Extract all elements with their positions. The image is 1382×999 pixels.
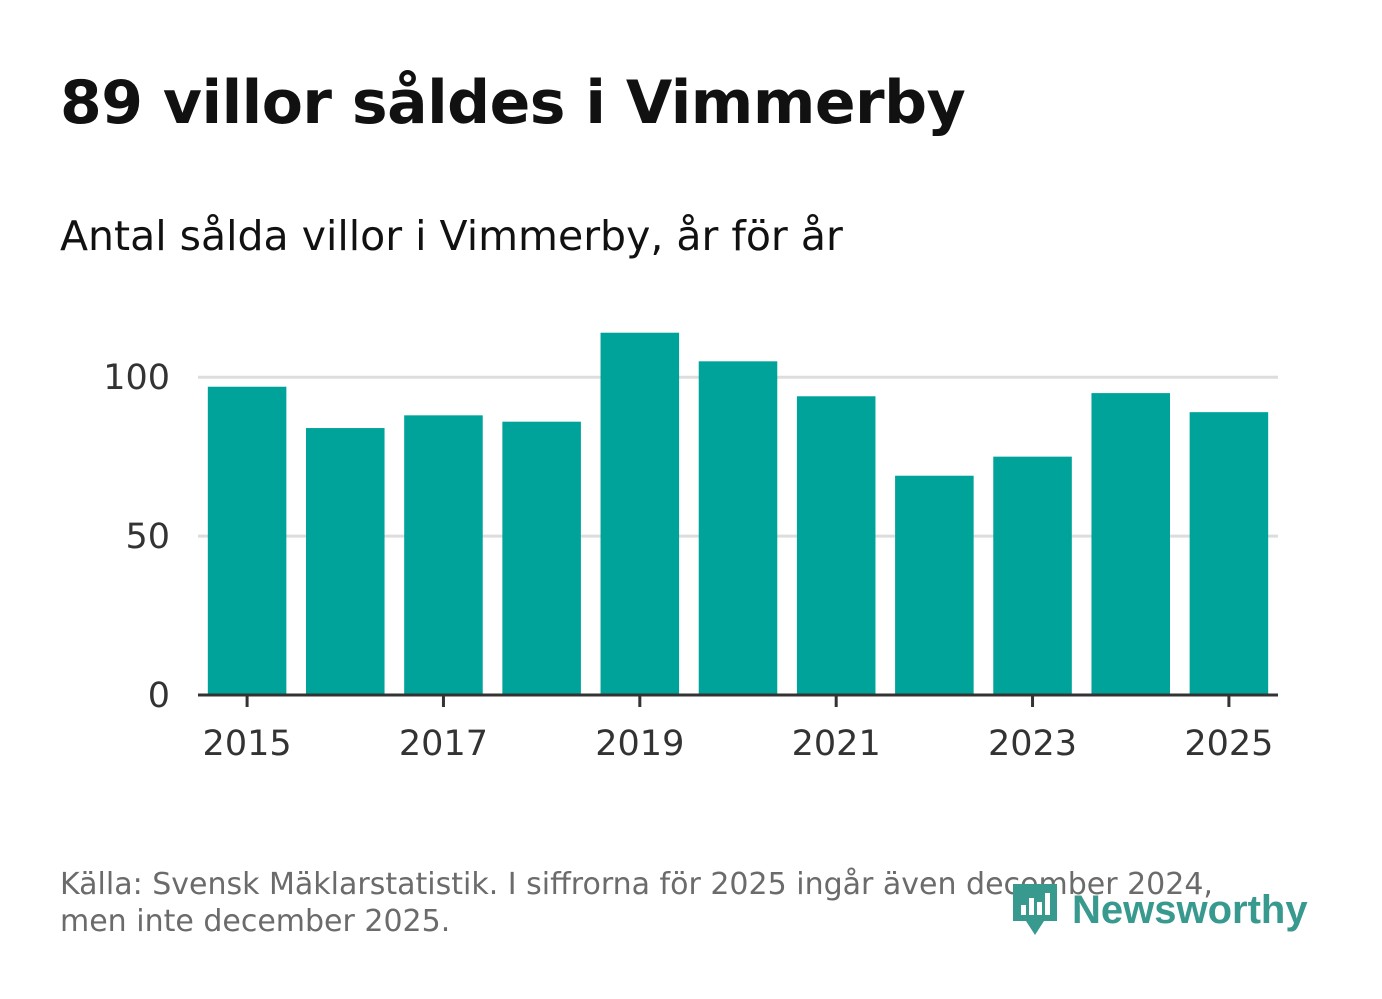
bar-2022 xyxy=(895,475,974,695)
x-tick-label: 2021 xyxy=(792,724,881,764)
bar-2020 xyxy=(698,361,778,695)
x-tick-label: 2023 xyxy=(988,724,1077,764)
bar-2023 xyxy=(993,456,1072,695)
y-tick-label: 50 xyxy=(125,517,170,557)
bar-2025 xyxy=(1189,412,1269,695)
x-tick-label: 2015 xyxy=(203,724,292,764)
bar-2015 xyxy=(207,386,287,695)
x-tick-label: 2019 xyxy=(595,724,684,764)
chart-subtitle: Antal sålda villor i Vimmerby, år för år xyxy=(60,212,843,260)
bar-2021 xyxy=(796,396,876,695)
chart-title: 89 villor såldes i Vimmerby xyxy=(60,68,966,138)
brand-name: Newsworthy xyxy=(1072,887,1308,932)
newsworthy-logo-icon xyxy=(1013,884,1057,935)
bar-2019 xyxy=(600,332,680,695)
x-axis-ticks: 2015 2017 2019 2021 2023 2025 xyxy=(203,695,1273,764)
source-line-2: men inte december 2025. xyxy=(60,904,451,939)
x-tick-label: 2025 xyxy=(1184,724,1273,764)
bar-2024 xyxy=(1091,393,1170,695)
bar-2016 xyxy=(306,428,385,695)
brand-logo[interactable]: Newsworthy xyxy=(1010,880,1308,940)
bar-2017 xyxy=(404,415,483,695)
y-axis-ticks: 0 50 100 xyxy=(103,358,170,716)
y-tick-label: 100 xyxy=(103,358,170,398)
x-tick-label: 2017 xyxy=(399,724,488,764)
bar-2018 xyxy=(502,421,581,695)
y-tick-label: 0 xyxy=(148,676,170,716)
bars xyxy=(207,332,1269,695)
